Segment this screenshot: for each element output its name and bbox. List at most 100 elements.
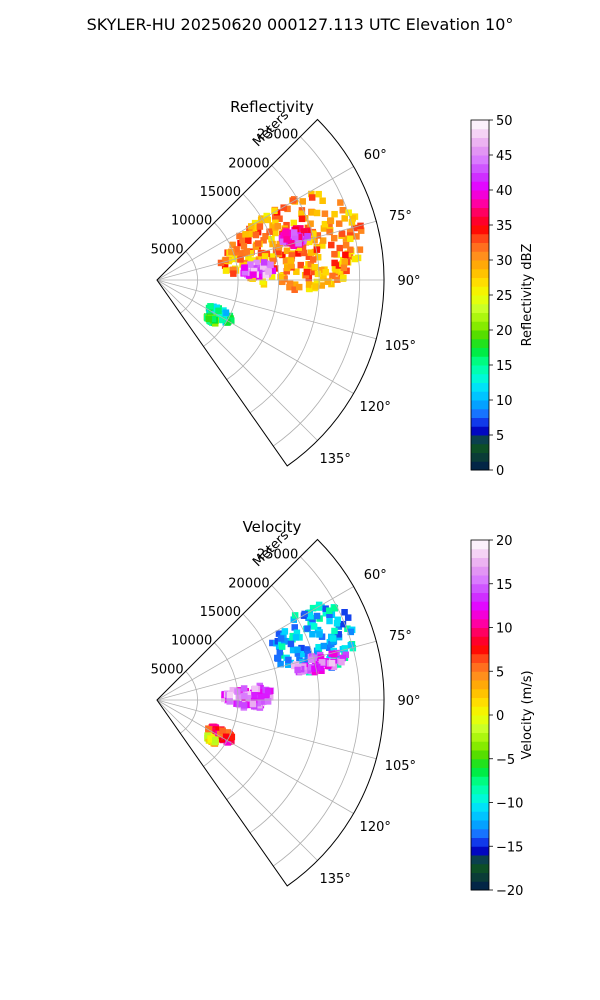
colorbar-segment bbox=[471, 146, 489, 156]
colorbar-segment bbox=[471, 566, 489, 576]
echo-pixel bbox=[338, 230, 346, 237]
colorbar-segment bbox=[471, 198, 489, 208]
echo-pixel bbox=[249, 700, 257, 708]
echo-pixel bbox=[237, 256, 244, 263]
colorbar-segment bbox=[471, 662, 489, 672]
echo-pixel bbox=[338, 658, 345, 666]
colorbar-segment bbox=[471, 575, 489, 585]
colorbar-segment bbox=[471, 120, 489, 130]
colorbar-segment bbox=[471, 312, 489, 322]
azimuth-tick-label: 135° bbox=[320, 452, 351, 467]
range-ring bbox=[203, 222, 239, 347]
echo-pixel bbox=[222, 256, 229, 264]
echo-pixel bbox=[304, 646, 311, 653]
colorbar-segment bbox=[471, 277, 489, 287]
echo-pixel bbox=[300, 650, 307, 658]
echo-pixel bbox=[205, 315, 213, 323]
echo-pixel bbox=[326, 617, 333, 625]
echo-pixel bbox=[326, 607, 333, 614]
echo-pixel bbox=[260, 259, 268, 266]
colorbar-segment bbox=[471, 732, 489, 742]
echo-pixel bbox=[249, 275, 256, 282]
echo-pixel bbox=[281, 628, 289, 635]
echo-pixel bbox=[283, 264, 291, 272]
range-tick-label: 25000 bbox=[257, 548, 298, 563]
colorbar-tick-label: 30 bbox=[496, 254, 513, 269]
echo-pixel bbox=[291, 286, 298, 293]
panel-title: Reflectivity bbox=[230, 98, 314, 116]
echo-pixel bbox=[312, 283, 319, 290]
echo-pixel bbox=[268, 273, 276, 281]
colorbar-tick-label: 20 bbox=[496, 534, 513, 549]
echo-pixel bbox=[288, 252, 296, 259]
colorbar-tick-label: 40 bbox=[496, 184, 513, 199]
azimuth-gridline bbox=[156, 640, 377, 701]
echo-pixel bbox=[328, 659, 336, 667]
echo-pixel bbox=[326, 611, 333, 618]
echo-pixel bbox=[289, 635, 296, 643]
colorbar-segment bbox=[471, 295, 489, 305]
echo-pixel bbox=[255, 256, 263, 263]
echo-pixel bbox=[308, 190, 315, 198]
echo-pixel bbox=[257, 684, 264, 692]
echo-pixel bbox=[254, 699, 262, 707]
echo-pixel bbox=[253, 259, 260, 267]
colorbar-segment bbox=[471, 872, 489, 882]
range-tick-label: 10000 bbox=[171, 214, 212, 229]
echo-pixel bbox=[342, 241, 350, 249]
echo-pixel bbox=[221, 262, 229, 269]
sector-outline bbox=[156, 118, 385, 467]
echo-pixel bbox=[309, 630, 316, 638]
echo-pixel bbox=[331, 259, 338, 267]
colorbar-segment bbox=[471, 128, 489, 138]
echo-pixel bbox=[293, 629, 301, 637]
echo-pixel bbox=[330, 651, 338, 658]
echo-pixel bbox=[341, 215, 348, 222]
echo-pixel bbox=[224, 319, 231, 326]
echo-pixel bbox=[347, 246, 354, 254]
echo-pixel bbox=[330, 234, 338, 242]
reflectivity-panel: Reflectivity 5000 10000 15000 20000 25000 60° 7… bbox=[151, 98, 535, 479]
echo-pixel bbox=[274, 655, 282, 662]
echo-pixel bbox=[235, 693, 243, 700]
echo-pixel bbox=[335, 631, 342, 638]
echo-pixel bbox=[281, 275, 288, 283]
echo-pixel bbox=[277, 635, 285, 642]
echo-pixel bbox=[233, 246, 240, 253]
echo-pixel bbox=[272, 219, 279, 227]
colorbar-segment bbox=[471, 233, 489, 243]
echo-pixel bbox=[207, 303, 214, 310]
echo-pixel bbox=[287, 240, 295, 247]
echo-pixel bbox=[234, 252, 241, 259]
range-tick-label: 15000 bbox=[200, 185, 241, 200]
echo-pixel bbox=[304, 224, 312, 232]
echo-pixel bbox=[347, 235, 354, 243]
colorbar-segment bbox=[471, 802, 489, 812]
colorbar-segment bbox=[471, 680, 489, 690]
echo-pixel bbox=[319, 197, 326, 205]
echo-pixel bbox=[283, 247, 291, 255]
echo-pixel bbox=[322, 268, 329, 276]
echo-pixel bbox=[309, 234, 317, 241]
range-ring bbox=[249, 585, 320, 834]
colorbar-segment bbox=[471, 767, 489, 777]
colorbar-segment bbox=[471, 172, 489, 182]
echo-pixel bbox=[207, 736, 215, 743]
echo-pixel bbox=[295, 234, 303, 241]
echo-pixel bbox=[341, 258, 349, 266]
echo-pixel bbox=[290, 219, 298, 227]
colorbar-segment bbox=[471, 636, 489, 646]
colorbar-segment bbox=[471, 811, 489, 821]
colorbar-segment bbox=[471, 382, 489, 392]
echo-pixel bbox=[341, 645, 349, 652]
echo-pixel bbox=[294, 646, 301, 653]
echo-pixel bbox=[306, 285, 313, 293]
colorbar-segment bbox=[471, 190, 489, 200]
echo-pixel bbox=[247, 249, 254, 257]
echo-pixel bbox=[247, 261, 254, 268]
echo-pixel bbox=[299, 198, 306, 205]
colorbar-segment bbox=[471, 426, 489, 436]
echo-pixel bbox=[298, 644, 305, 652]
echo-pixel bbox=[268, 253, 276, 260]
echo-pixel bbox=[255, 267, 262, 274]
